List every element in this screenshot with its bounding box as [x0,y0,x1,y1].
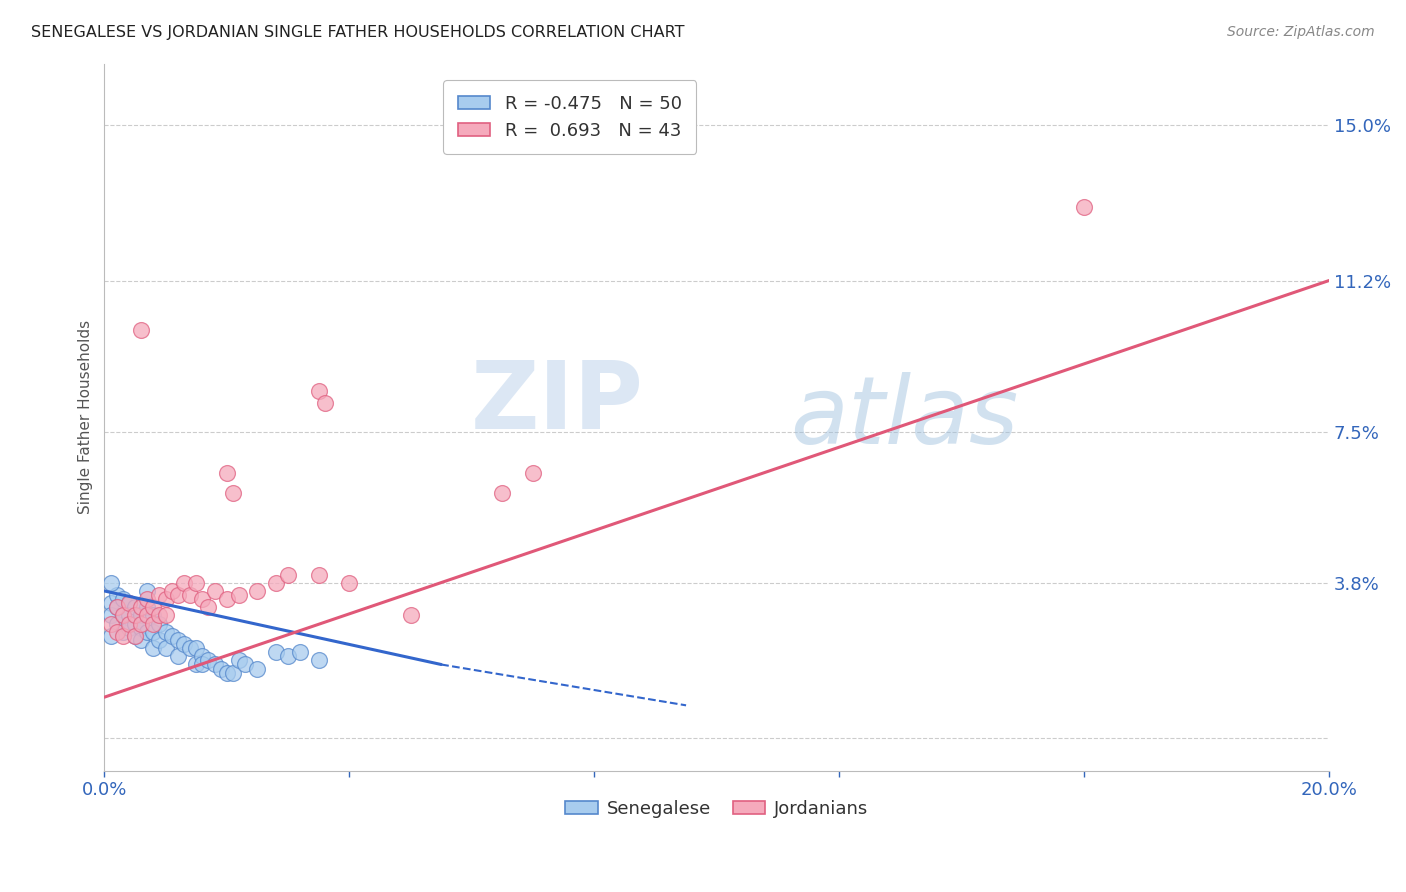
Point [105,600,128,615]
Point [233,657,256,672]
Point [105,624,128,639]
Point [167,632,190,647]
Point [142,608,165,623]
Point [118,608,141,623]
Point [142,624,165,639]
Point [191,649,214,664]
Point [191,657,214,672]
Point [264,645,287,659]
Point [155,624,177,639]
Point [118,596,141,610]
Point [124,629,146,643]
Point [215,466,238,480]
Point [129,616,152,631]
Point [100,629,122,643]
Point [264,575,287,590]
Point [246,662,269,676]
Point [148,608,170,623]
Point [186,641,208,656]
Point [314,396,336,410]
Point [215,592,238,607]
Point [111,629,134,643]
Text: ZIP: ZIP [471,357,643,450]
Point [167,588,190,602]
Point [167,649,190,664]
Legend: Senegalese, Jordanians: Senegalese, Jordanians [558,793,876,825]
Point [204,584,226,599]
Point [124,616,146,631]
Point [136,600,159,615]
Point [129,600,152,615]
Point [148,588,170,602]
Point [155,608,177,623]
Point [111,592,134,607]
Point [124,600,146,615]
Point [290,645,312,659]
Point [142,641,165,656]
Point [222,486,245,500]
Point [129,322,152,336]
Text: SENEGALESE VS JORDANIAN SINGLE FATHER HOUSEHOLDS CORRELATION CHART: SENEGALESE VS JORDANIAN SINGLE FATHER HO… [31,25,685,40]
Point [173,575,195,590]
Point [142,616,165,631]
Point [155,592,177,607]
Point [308,653,330,667]
Point [124,608,146,623]
Point [222,665,245,680]
Point [228,653,250,667]
Point [204,657,226,672]
Point [105,600,128,615]
Point [136,592,159,607]
Point [179,588,201,602]
Point [155,641,177,656]
Point [308,567,330,582]
Point [160,584,183,599]
Point [186,657,208,672]
Point [118,616,141,631]
Point [337,575,360,590]
Point [111,608,134,623]
Point [105,616,128,631]
Point [308,384,330,398]
Point [100,596,122,610]
Point [160,629,183,643]
Point [136,584,159,599]
Point [173,637,195,651]
Point [148,616,170,631]
Point [100,608,122,623]
Point [118,596,141,610]
Point [191,592,214,607]
Point [124,629,146,643]
Point [277,649,299,664]
Point [215,665,238,680]
Point [118,621,141,635]
Point [277,567,299,582]
Point [129,632,152,647]
Point [209,662,232,676]
Point [136,608,159,623]
Point [197,600,219,615]
Point [142,600,165,615]
Point [129,608,152,623]
Point [111,608,134,623]
Y-axis label: Single Father Households: Single Father Households [79,320,93,515]
Point [105,588,128,602]
Point [228,588,250,602]
Point [100,616,122,631]
Point [491,486,513,500]
Point [522,466,544,480]
Point [129,621,152,635]
Point [100,575,122,590]
Point [136,624,159,639]
Point [197,653,219,667]
Text: atlas: atlas [790,372,1018,463]
Point [399,608,422,623]
Point [148,632,170,647]
Point [186,575,208,590]
Point [1073,200,1095,214]
Point [179,641,201,656]
Point [111,624,134,639]
Text: Source: ZipAtlas.com: Source: ZipAtlas.com [1227,25,1375,39]
Point [246,584,269,599]
